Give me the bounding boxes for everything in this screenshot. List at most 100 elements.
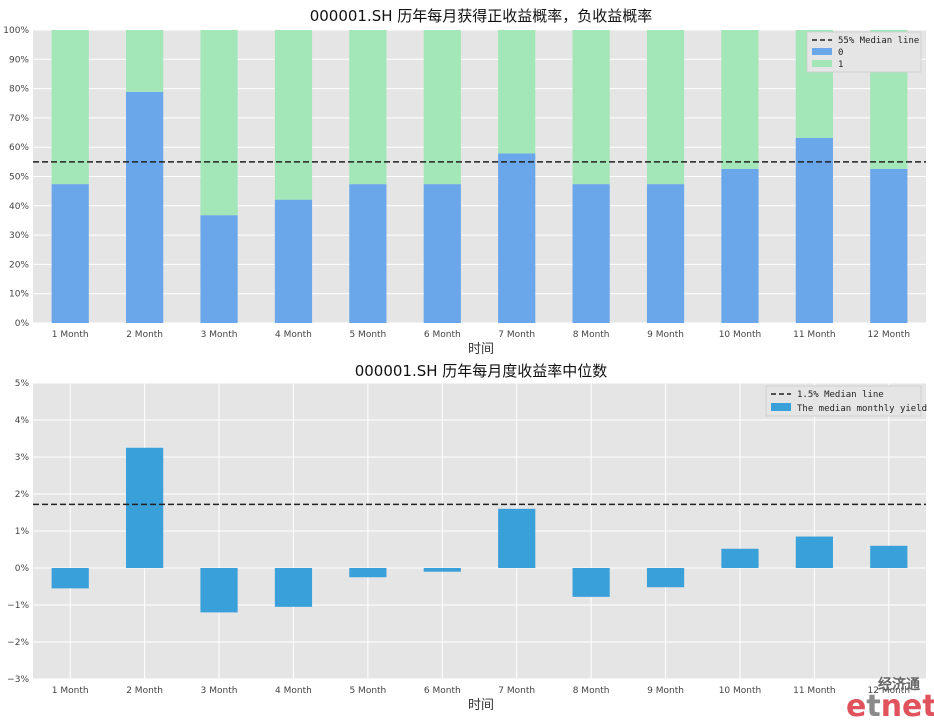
watermark-cn-text: 经济通 xyxy=(878,676,920,693)
median-yield-y-ticks: −3% −2% −1% 0% 1% 2% 3% 4% 5% xyxy=(7,379,29,685)
probability-chart: 000001.SH 历年每月获得正收益概率，负收益概率 0% 10% 20% 30% 4… xyxy=(3,7,926,357)
x-tick-label: 5 Month xyxy=(349,686,386,696)
y-tick-label: 70% xyxy=(9,114,29,124)
y-tick-label: 50% xyxy=(9,173,29,183)
bar-series-0-10 xyxy=(721,168,759,323)
x-tick-label: 2 Month xyxy=(126,686,163,696)
median-yield-bar-4 xyxy=(274,568,313,607)
median-yield-bar-7 xyxy=(498,508,536,568)
bar-series-1-10 xyxy=(721,30,759,169)
bar-series-1-6 xyxy=(423,30,461,185)
bar-series-0-4 xyxy=(274,199,313,323)
y-tick-label: 100% xyxy=(3,26,29,36)
median-yield-x-ticks: 1 Month 2 Month 3 Month 4 Month 5 Month 6 Mon… xyxy=(52,686,910,696)
median-yield-gridlines xyxy=(33,382,926,680)
bar-series-1-3 xyxy=(200,30,238,216)
bar-series-1-8 xyxy=(572,30,610,185)
y-tick-label: 0% xyxy=(15,564,30,574)
median-yield-bar-8 xyxy=(572,568,610,597)
median-yield-bar-11 xyxy=(795,536,833,568)
x-tick-label: 3 Month xyxy=(201,330,238,340)
bar-series-0-5 xyxy=(349,184,387,323)
bar-series-0-7 xyxy=(498,153,536,323)
bar-series-0-2 xyxy=(126,91,164,323)
x-tick-label: 10 Month xyxy=(719,686,762,696)
legend-series-0-swatch xyxy=(812,48,832,55)
y-tick-label: 2% xyxy=(15,490,30,500)
median-yield-bar-10 xyxy=(721,548,759,568)
x-tick-label: 11 Month xyxy=(793,686,836,696)
watermark-logo-e: e xyxy=(846,689,866,719)
x-tick-label: 2 Month xyxy=(126,330,163,340)
median-yield-bar-2 xyxy=(126,447,164,568)
probability-y-ticks: 0% 10% 20% 30% 40% 50% 60% 70% 80% 90% 100% xyxy=(3,26,29,329)
bar-series-1-4 xyxy=(274,30,313,200)
legend-series-1-label: 1 xyxy=(838,60,843,70)
probability-x-ticks: 1 Month 2 Month 3 Month 4 Month 5 Month 6 Mon… xyxy=(52,330,910,340)
legend-series-label: The median monthly yield xyxy=(797,404,927,414)
median-yield-legend: 1.5% Median line The median monthly yiel… xyxy=(765,385,927,417)
x-tick-label: 8 Month xyxy=(573,330,610,340)
x-tick-label: 11 Month xyxy=(793,330,836,340)
median-yield-bar-5 xyxy=(349,568,387,578)
y-tick-label: 40% xyxy=(9,202,29,212)
bar-series-1-1 xyxy=(51,30,89,185)
bar-series-1-9 xyxy=(646,30,685,185)
y-tick-label: 4% xyxy=(15,416,30,426)
watermark-logo-net: net xyxy=(881,689,934,719)
y-tick-label: 60% xyxy=(9,143,29,153)
y-tick-label: 3% xyxy=(15,453,30,463)
legend-median-line-label: 55% Median line xyxy=(838,36,919,46)
probability-x-axis-label: 时间 xyxy=(468,342,494,357)
y-tick-label: 80% xyxy=(9,85,29,95)
median-yield-bar-9 xyxy=(646,568,685,588)
y-tick-label: 0% xyxy=(15,319,30,329)
bar-series-0-12 xyxy=(870,168,908,323)
bar-series-0-8 xyxy=(572,184,610,323)
x-tick-label: 12 Month xyxy=(868,330,911,340)
y-tick-label: 30% xyxy=(9,231,29,241)
y-tick-label: −2% xyxy=(7,638,29,648)
x-tick-label: 1 Month xyxy=(52,686,89,696)
median-yield-bar-6 xyxy=(423,568,461,572)
legend-median-line-label: 1.5% Median line xyxy=(797,390,884,400)
bar-series-1-5 xyxy=(349,30,387,185)
x-tick-label: 1 Month xyxy=(52,330,89,340)
bar-series-1-7 xyxy=(498,30,536,154)
median-yield-x-axis-label: 时间 xyxy=(468,698,494,713)
bar-series-0-3 xyxy=(200,215,238,323)
probability-bars xyxy=(51,30,908,323)
median-yield-legend-box xyxy=(765,385,922,417)
probability-legend: 55% Median line 0 1 xyxy=(806,31,922,73)
bar-series-0-6 xyxy=(423,184,461,323)
x-tick-label: 8 Month xyxy=(573,686,610,696)
bar-series-1-2 xyxy=(126,30,164,92)
legend-series-0-label: 0 xyxy=(838,48,843,58)
y-tick-label: 90% xyxy=(9,55,29,65)
y-tick-label: −1% xyxy=(7,601,29,611)
median-yield-bar-1 xyxy=(51,568,89,589)
y-tick-label: 20% xyxy=(9,260,29,270)
x-tick-label: 10 Month xyxy=(719,330,762,340)
x-tick-label: 7 Month xyxy=(498,330,535,340)
median-yield-bar-3 xyxy=(200,568,238,613)
watermark-logo-t: t xyxy=(866,689,880,719)
median-yield-bars xyxy=(51,447,908,613)
bar-series-0-9 xyxy=(646,184,685,323)
x-tick-label: 3 Month xyxy=(201,686,238,696)
legend-series-swatch xyxy=(771,403,791,411)
etnet-watermark: 经济通 etnet xyxy=(846,676,934,723)
median-yield-chart-title: 000001.SH 历年每月度收益率中位数 xyxy=(355,362,608,380)
bar-series-0-11 xyxy=(795,137,833,323)
y-tick-label: 5% xyxy=(15,379,30,389)
x-tick-label: 6 Month xyxy=(424,686,461,696)
median-yield-chart: 000001.SH 历年每月度收益率中位数 −3% −2% −1% 0% 1% 2% 3% 4… xyxy=(7,362,927,713)
x-tick-label: 7 Month xyxy=(498,686,535,696)
watermark-logo: etnet xyxy=(846,689,934,719)
y-tick-label: 10% xyxy=(9,290,29,300)
bar-series-0-1 xyxy=(51,184,89,323)
x-tick-label: 4 Month xyxy=(275,330,312,340)
x-tick-label: 9 Month xyxy=(647,686,684,696)
